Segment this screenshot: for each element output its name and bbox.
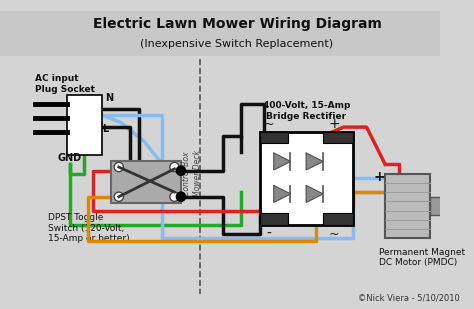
Circle shape <box>114 192 123 201</box>
Circle shape <box>114 163 123 172</box>
Circle shape <box>170 192 179 201</box>
Text: N: N <box>105 93 113 103</box>
Text: Permanent Magnet
DC Motor (PMDC): Permanent Magnet DC Motor (PMDC) <box>379 248 465 267</box>
Bar <box>111 162 181 203</box>
Bar <box>260 132 288 143</box>
Bar <box>260 132 353 225</box>
Text: ~: ~ <box>264 118 274 131</box>
Text: (Inexpensive Switch Replacement): (Inexpensive Switch Replacement) <box>140 39 334 49</box>
Polygon shape <box>306 153 323 170</box>
Bar <box>0 11 440 56</box>
Bar <box>260 214 288 225</box>
Polygon shape <box>274 186 291 202</box>
Text: ~: ~ <box>329 227 339 241</box>
Bar <box>385 174 429 239</box>
Text: +: + <box>374 170 386 184</box>
Text: Electric Lawn Mower Wiring Diagram: Electric Lawn Mower Wiring Diagram <box>92 17 382 31</box>
Text: L: L <box>102 124 109 134</box>
Bar <box>429 197 441 215</box>
Text: Control Box
Mower Deck: Control Box Mower Deck <box>182 150 202 197</box>
Circle shape <box>176 166 186 176</box>
Text: -: - <box>267 226 272 241</box>
Polygon shape <box>274 153 291 170</box>
Text: 400-Volt, 15-Amp
Bridge Rectifier: 400-Volt, 15-Amp Bridge Rectifier <box>263 101 350 121</box>
Text: +: + <box>328 117 340 131</box>
Text: AC input
Plug Socket: AC input Plug Socket <box>35 74 95 94</box>
Bar <box>323 132 353 143</box>
Polygon shape <box>306 186 323 202</box>
Text: DPST Toggle
Switch (120-Volt,
15-Amp or better): DPST Toggle Switch (120-Volt, 15-Amp or … <box>48 214 130 243</box>
Text: ©Nick Viera - 5/10/2010: ©Nick Viera - 5/10/2010 <box>358 294 460 303</box>
Circle shape <box>170 163 179 172</box>
Text: GND: GND <box>57 154 82 163</box>
Circle shape <box>176 192 186 201</box>
Bar <box>67 95 102 155</box>
Bar <box>323 214 353 225</box>
